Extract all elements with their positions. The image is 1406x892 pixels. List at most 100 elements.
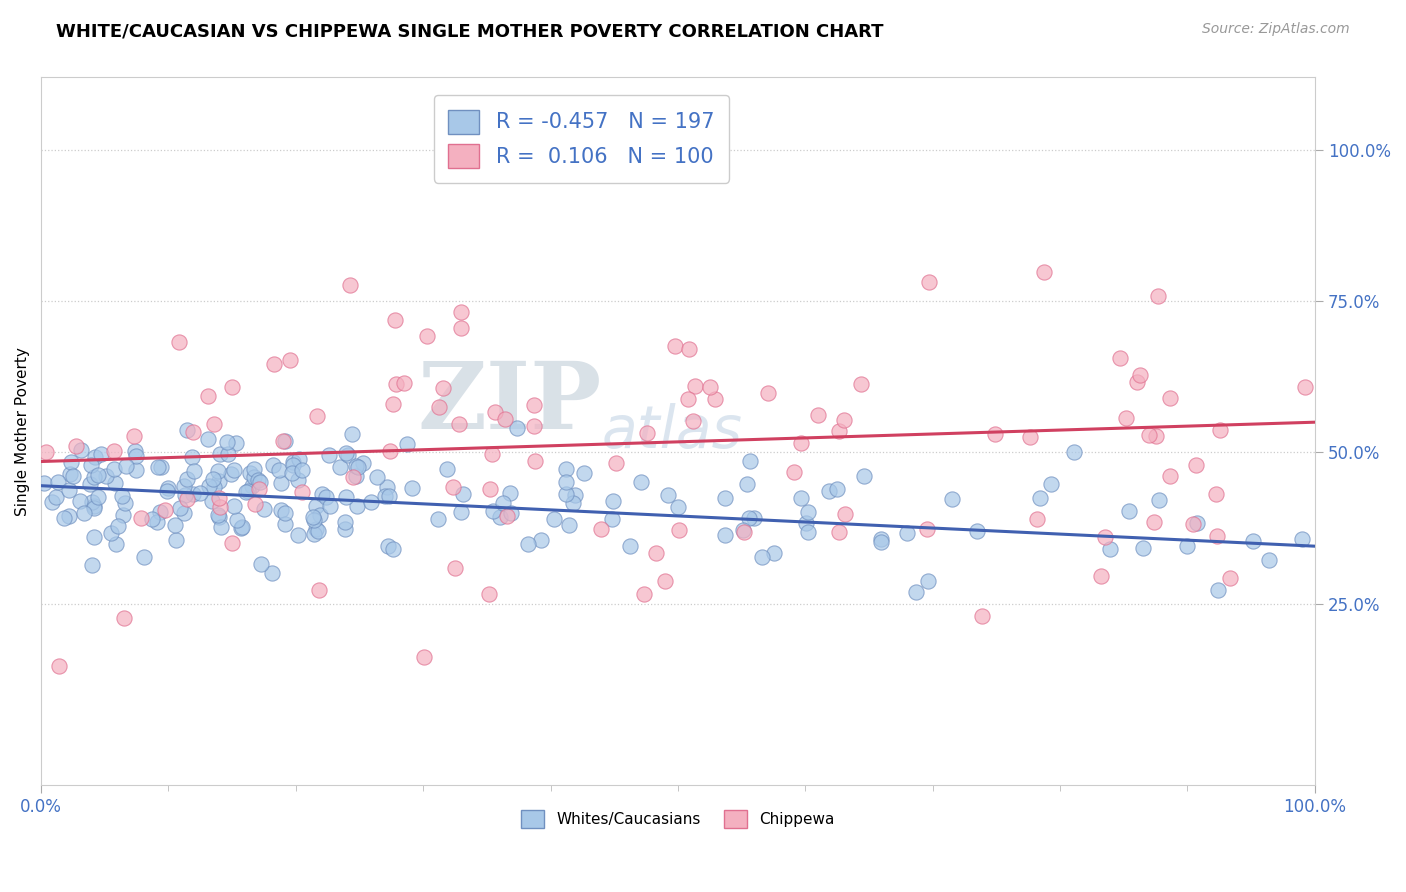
Point — [83, 530, 105, 544]
Point — [915, 522, 938, 536]
Point — [564, 488, 586, 502]
Point — [302, 512, 325, 526]
Point — [555, 462, 578, 476]
Point — [412, 649, 434, 664]
Point — [479, 483, 502, 497]
Point — [96, 468, 118, 483]
Point — [167, 334, 190, 349]
Point — [450, 305, 472, 319]
Point — [153, 502, 176, 516]
Point — [495, 412, 517, 426]
Point — [966, 524, 988, 538]
Point — [122, 429, 145, 443]
Point — [304, 499, 326, 513]
Point — [849, 376, 872, 391]
Point — [436, 461, 458, 475]
Point — [243, 470, 266, 484]
Point — [1099, 541, 1122, 556]
Point — [281, 455, 304, 469]
Point — [129, 511, 152, 525]
Point — [825, 482, 848, 496]
Point — [834, 507, 856, 521]
Point — [103, 443, 125, 458]
Point — [176, 423, 198, 437]
Point — [125, 449, 148, 463]
Point — [1019, 430, 1042, 444]
Point — [245, 497, 267, 511]
Point — [731, 523, 754, 537]
Point — [523, 398, 546, 412]
Point — [506, 420, 529, 434]
Point — [173, 507, 195, 521]
Point — [65, 439, 87, 453]
Point — [450, 321, 472, 335]
Point — [58, 483, 80, 497]
Point — [249, 475, 271, 489]
Point — [83, 450, 105, 464]
Point — [1115, 410, 1137, 425]
Point — [382, 541, 405, 556]
Point — [496, 508, 519, 523]
Point — [1185, 458, 1208, 472]
Point — [247, 482, 270, 496]
Point — [181, 486, 204, 500]
Point — [35, 445, 58, 459]
Point — [291, 485, 314, 500]
Point — [1146, 429, 1168, 443]
Point — [733, 524, 755, 539]
Point — [797, 524, 820, 539]
Point — [1108, 351, 1130, 365]
Point — [247, 474, 270, 488]
Point — [375, 480, 398, 494]
Point — [344, 469, 367, 483]
Point — [287, 528, 309, 542]
Point — [1063, 445, 1085, 459]
Point — [208, 491, 231, 506]
Point — [554, 475, 576, 490]
Point — [181, 450, 204, 464]
Point — [574, 466, 596, 480]
Point — [524, 454, 547, 468]
Point — [80, 558, 103, 572]
Point — [208, 500, 231, 514]
Point — [253, 502, 276, 516]
Point — [243, 462, 266, 476]
Point — [384, 313, 406, 327]
Point — [1257, 553, 1279, 567]
Point — [103, 462, 125, 476]
Point — [917, 574, 939, 589]
Point — [263, 357, 285, 371]
Point — [1291, 532, 1313, 546]
Point — [124, 444, 146, 458]
Text: atlas: atlas — [602, 403, 742, 459]
Point — [1129, 368, 1152, 382]
Point — [377, 540, 399, 554]
Point — [941, 491, 963, 506]
Point — [378, 444, 401, 458]
Point — [183, 464, 205, 478]
Point — [794, 516, 817, 531]
Text: Source: ZipAtlas.com: Source: ZipAtlas.com — [1202, 22, 1350, 37]
Point — [619, 540, 641, 554]
Point — [1159, 391, 1181, 405]
Point — [307, 409, 329, 423]
Point — [499, 485, 522, 500]
Point — [188, 486, 211, 500]
Point — [125, 462, 148, 476]
Point — [104, 475, 127, 490]
Point — [87, 468, 110, 483]
Point — [481, 504, 503, 518]
Legend: Whites/Caucasians, Chippewa: Whites/Caucasians, Chippewa — [516, 805, 841, 834]
Point — [271, 434, 294, 448]
Point — [905, 585, 928, 599]
Point — [173, 479, 195, 493]
Point — [1219, 571, 1241, 585]
Point — [291, 463, 314, 477]
Point — [83, 499, 105, 513]
Point — [450, 505, 472, 519]
Point — [112, 508, 135, 522]
Point — [80, 495, 103, 509]
Point — [83, 501, 105, 516]
Point — [605, 456, 627, 470]
Point — [149, 460, 172, 475]
